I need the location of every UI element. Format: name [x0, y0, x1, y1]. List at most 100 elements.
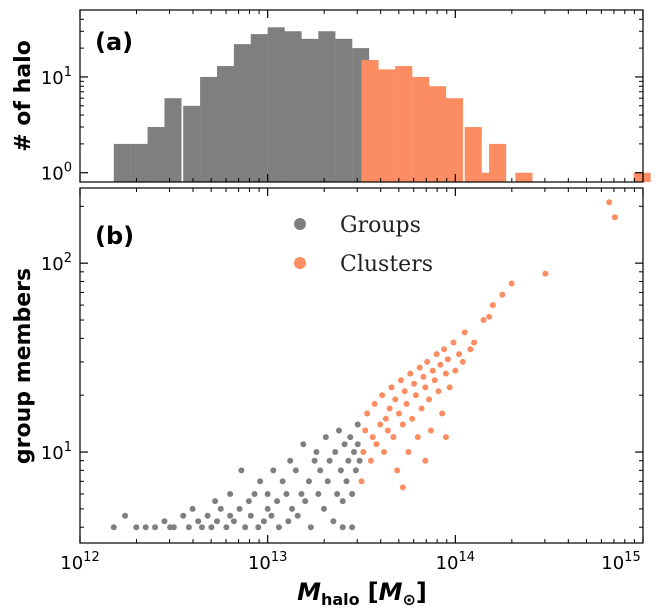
xlabel-unit-symbol: M	[379, 578, 403, 606]
scatter-point-clusters-5	[369, 434, 376, 441]
scatter-point-clusters-27	[412, 392, 419, 399]
scatter-point-clusters-28	[414, 434, 421, 441]
scatter-point-groups-38	[283, 490, 290, 497]
scatter-point-clusters-54	[486, 313, 493, 320]
scatter-point-clusters-35	[427, 427, 434, 434]
scatter-point-groups-60	[335, 427, 342, 434]
scatter-point-groups-21	[230, 518, 237, 525]
histogram-ytick-label-0: 100	[41, 161, 72, 185]
histogram-bar-groups-6	[217, 66, 235, 182]
xlabel-bracket-close: ]	[416, 578, 427, 606]
scatter-point-clusters-46	[450, 339, 457, 346]
scatter-point-groups-55	[324, 478, 331, 485]
scatter-point-clusters-0	[358, 478, 365, 485]
scatter-point-groups-46	[302, 498, 309, 505]
scatter-point-clusters-53	[480, 317, 487, 324]
scatter-point-groups-8	[180, 512, 187, 519]
scatter-panel: 1012 1013 1014 1015 101 102 (b) group members…	[11, 187, 644, 609]
scatter-point-clusters-1	[360, 449, 367, 456]
scatter-point-clusters-57	[508, 280, 515, 287]
scatter-point-clusters-31	[420, 373, 427, 380]
scatter-point-clusters-21	[401, 388, 408, 395]
histogram-bar-clusters-6	[464, 127, 482, 182]
scatter-point-groups-59	[334, 490, 341, 497]
scatter-point-groups-54	[322, 434, 329, 441]
histogram-ticks: 100 101	[41, 9, 644, 185]
histogram-bar-clusters-1	[378, 69, 396, 182]
scatter-point-clusters-2	[362, 427, 369, 434]
scatter-point-groups-70	[354, 441, 361, 448]
scatter-point-clusters-49	[459, 358, 466, 365]
scatter-point-clusters-52	[471, 339, 478, 346]
scatter-point-clusters-15	[390, 434, 397, 441]
scatter-point-groups-22	[236, 505, 243, 512]
scatter-point-groups-42	[292, 467, 299, 474]
scatter-point-groups-56	[326, 457, 333, 464]
scatter-point-clusters-50	[461, 329, 468, 336]
histogram-bar-groups-4	[183, 105, 201, 182]
scatter-point-groups-48	[307, 524, 314, 531]
scatter-point-clusters-12	[384, 427, 391, 434]
histogram-bar-groups-10	[284, 31, 302, 182]
scatter-point-clusters-62	[422, 457, 429, 464]
histogram-bar-clusters-5	[445, 98, 464, 182]
scatter-point-clusters-39	[435, 388, 442, 395]
scatter-point-groups-16	[214, 518, 220, 525]
scatter-point-groups-32	[264, 490, 271, 497]
scatter-point-groups-14	[208, 524, 215, 531]
scatter-point-groups-1	[122, 512, 129, 519]
scatter-point-clusters-38	[433, 351, 440, 358]
scatter-point-clusters-56	[499, 291, 506, 298]
scatter-point-clusters-9	[379, 392, 386, 399]
histogram-bar-groups-12	[318, 31, 336, 182]
scatter-point-groups-13	[204, 512, 211, 519]
scatter-point-clusters-22	[403, 400, 410, 407]
scatter-point-groups-2	[133, 524, 140, 531]
histogram-ytick-label-1: 101	[41, 65, 72, 89]
scatter-xtick-label-3: 1015	[601, 550, 640, 574]
scatter-point-groups-67	[349, 490, 356, 497]
scatter-point-groups-0	[110, 524, 117, 531]
scatter-point-groups-23	[238, 467, 245, 474]
scatter-point-clusters-63	[442, 434, 449, 441]
scatter-point-groups-26	[247, 512, 254, 519]
scatter-point-clusters-45	[446, 384, 453, 391]
scatter-point-groups-58	[332, 449, 339, 456]
scatter-point-groups-62	[339, 498, 346, 505]
xlabel-symbol: M	[297, 578, 321, 606]
scatter-point-groups-30	[260, 518, 267, 525]
histogram-bar-clusters-4	[429, 86, 447, 182]
scatter-point-groups-73	[349, 524, 356, 531]
scatter-point-groups-9	[185, 524, 192, 531]
scatter-point-clusters-18	[396, 410, 403, 417]
histogram-bar-groups-9	[267, 27, 285, 183]
scatter-point-groups-37	[279, 478, 286, 485]
scatter-point-groups-74	[339, 524, 346, 531]
scatter-point-clusters-61	[399, 484, 406, 491]
scatter-point-clusters-29	[416, 364, 423, 371]
histogram-bar-groups-8	[250, 34, 268, 183]
scatter-point-groups-69	[352, 467, 359, 474]
scatter-point-clusters-33	[424, 358, 431, 365]
scatter-point-clusters-8	[377, 421, 384, 428]
scatter-point-clusters-60	[611, 214, 618, 221]
scatter-point-clusters-26	[411, 380, 418, 387]
scatter-point-groups-50	[313, 449, 320, 456]
histogram-bar-clusters-2	[395, 66, 413, 182]
scatter-points	[110, 199, 618, 531]
histogram-bars	[113, 27, 651, 183]
scatter-point-groups-41	[289, 505, 296, 512]
scatter-point-clusters-55	[489, 302, 496, 309]
scatter-point-groups-20	[227, 490, 234, 497]
scatter-point-groups-24	[242, 524, 249, 531]
scatter-point-groups-3	[142, 524, 149, 531]
histogram-bar-clusters-3	[412, 76, 430, 182]
scatter-point-clusters-23	[405, 449, 412, 456]
scatter-point-groups-28	[255, 524, 262, 531]
scatter-point-clusters-30	[418, 405, 425, 412]
scatter-point-groups-45	[300, 441, 307, 448]
scatter-xtick-label-0: 1012	[60, 550, 99, 574]
scatter-point-clusters-14	[388, 384, 395, 391]
scatter-ylabel: group members	[11, 268, 36, 464]
histogram-bar-groups-3	[164, 98, 182, 182]
